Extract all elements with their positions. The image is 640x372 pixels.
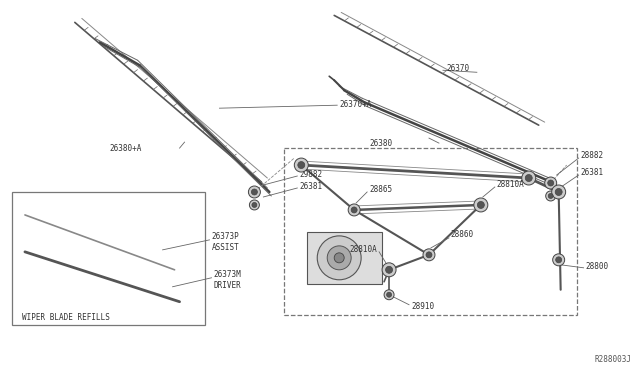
Text: 26380+A: 26380+A: [109, 144, 142, 153]
Bar: [284, 148, 577, 315]
Circle shape: [548, 180, 554, 186]
Circle shape: [252, 189, 257, 195]
Circle shape: [294, 158, 308, 172]
Circle shape: [555, 189, 562, 195]
Circle shape: [552, 185, 566, 199]
Circle shape: [385, 266, 392, 273]
Text: 26373M: 26373M: [214, 270, 241, 279]
Text: 28810A: 28810A: [497, 180, 525, 189]
Circle shape: [334, 253, 344, 263]
Circle shape: [553, 254, 564, 266]
Circle shape: [556, 257, 562, 263]
Text: 26370: 26370: [447, 64, 470, 73]
Circle shape: [317, 236, 361, 280]
Circle shape: [250, 200, 259, 210]
Text: 28910: 28910: [411, 302, 434, 311]
Circle shape: [252, 202, 257, 208]
Text: ASSIST: ASSIST: [211, 243, 239, 252]
Circle shape: [477, 202, 484, 208]
Circle shape: [426, 252, 432, 258]
Text: R288003J: R288003J: [595, 355, 632, 364]
Circle shape: [384, 290, 394, 300]
Circle shape: [348, 204, 360, 216]
Circle shape: [423, 249, 435, 261]
Text: 29882: 29882: [300, 170, 323, 179]
Circle shape: [548, 193, 553, 199]
Text: 28810A: 28810A: [349, 246, 377, 254]
Circle shape: [382, 263, 396, 277]
Circle shape: [525, 174, 532, 182]
Circle shape: [248, 186, 260, 198]
Circle shape: [522, 171, 536, 185]
Bar: [12, 192, 205, 325]
Circle shape: [546, 191, 556, 201]
Text: DRIVER: DRIVER: [214, 281, 241, 290]
Circle shape: [474, 198, 488, 212]
Text: WIPER BLADE REFILLS: WIPER BLADE REFILLS: [22, 313, 110, 322]
Text: 26381: 26381: [300, 183, 323, 192]
Text: 28860: 28860: [451, 230, 474, 240]
Text: 26381: 26381: [580, 167, 604, 177]
Bar: [307, 232, 382, 284]
Text: 26370+A: 26370+A: [339, 100, 372, 109]
Text: 26380: 26380: [369, 139, 392, 148]
Circle shape: [298, 161, 305, 169]
Text: 28882: 28882: [580, 151, 604, 160]
Circle shape: [351, 207, 357, 213]
Circle shape: [327, 246, 351, 270]
Circle shape: [387, 292, 392, 297]
Text: 28865: 28865: [369, 186, 392, 195]
Text: 28800: 28800: [586, 262, 609, 271]
Text: 26373P: 26373P: [211, 232, 239, 241]
Circle shape: [545, 177, 557, 189]
